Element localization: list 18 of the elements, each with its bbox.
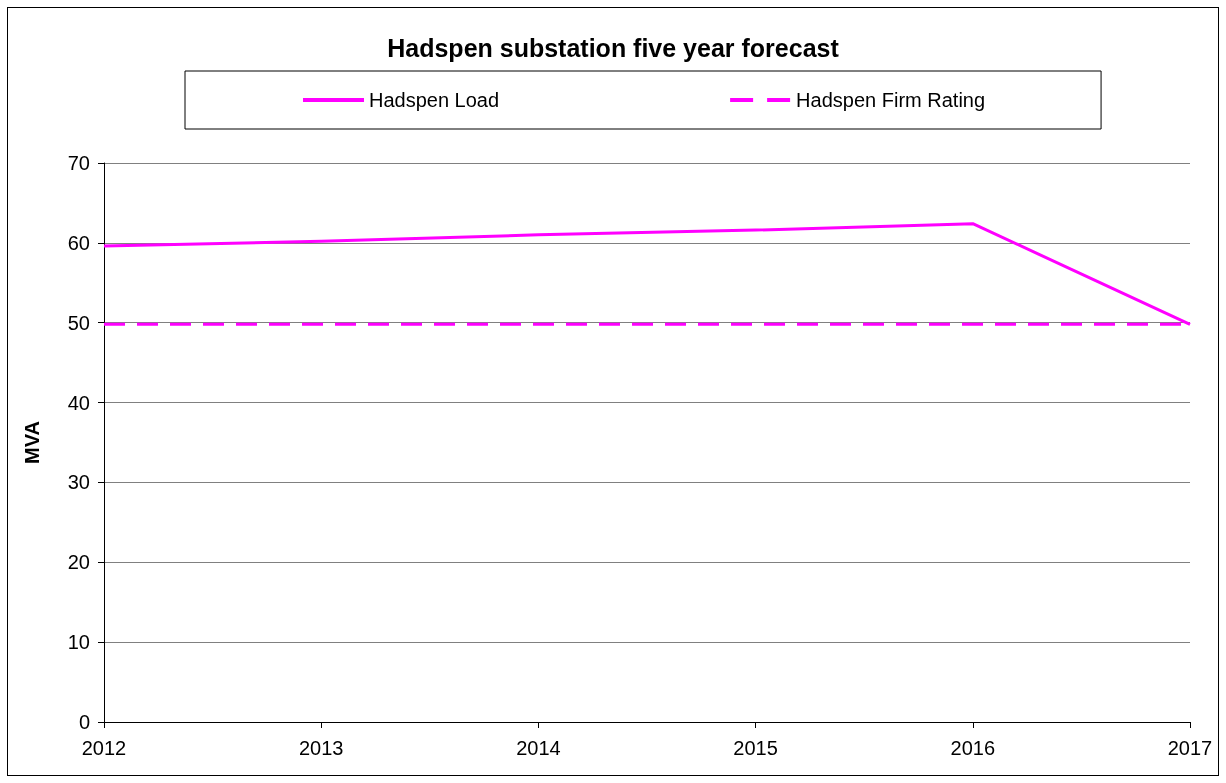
x-tick-label: 2013 bbox=[298, 737, 344, 759]
y-tick-label: 40 bbox=[67, 391, 90, 414]
chart-title: Hadspen substation five year forecast bbox=[387, 33, 840, 62]
x-tick-label: 2014 bbox=[516, 737, 561, 759]
legend-label: Hadspen Load bbox=[369, 89, 500, 111]
x-tick-label: 2016 bbox=[950, 737, 996, 759]
y-tick-label: 20 bbox=[67, 551, 90, 574]
y-tick-label: 30 bbox=[67, 471, 90, 494]
y-tick-label: 10 bbox=[67, 631, 90, 654]
y-tick-label: 70 bbox=[67, 152, 90, 174]
x-tick-label: 2017 bbox=[1167, 737, 1213, 759]
y-tick-label: 0 bbox=[78, 711, 90, 733]
y-tick-label: 60 bbox=[67, 231, 90, 254]
x-tick-label: 2012 bbox=[81, 737, 127, 759]
y-tick-label: 50 bbox=[67, 311, 90, 334]
legend-label: Hadspen Firm Rating bbox=[796, 89, 986, 111]
x-tick-label: 2015 bbox=[733, 737, 778, 759]
y-axis-title: MVA bbox=[21, 421, 43, 464]
